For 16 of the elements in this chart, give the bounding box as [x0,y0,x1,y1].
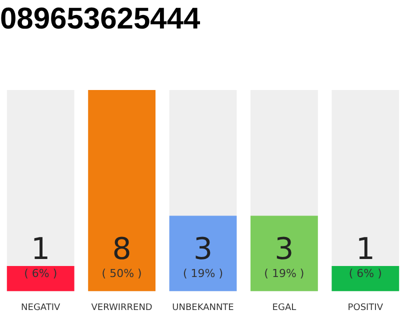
x-tick-label: POSITIV [348,302,384,313]
chart-title: 089653625444 [0,2,201,36]
annotation: ( 6% ) [24,267,58,280]
data-label: 1 [31,232,50,268]
data-label: 3 [274,232,294,268]
annotation: ( 6% ) [348,267,382,280]
data-label: 8 [112,232,132,268]
annotation: ( 19% ) [264,267,304,280]
annotation: ( 19% ) [182,267,224,280]
data-label: 3 [193,232,213,268]
x-tick-label: UNBEKANNTE [172,302,234,313]
x-tick-label: EGAL [272,302,296,313]
data-label: 1 [356,232,375,268]
annotation: ( 50% ) [102,267,142,280]
x-tick-label: VERWIRREND [91,302,152,313]
x-tick-label: NEGATIV [21,302,62,313]
